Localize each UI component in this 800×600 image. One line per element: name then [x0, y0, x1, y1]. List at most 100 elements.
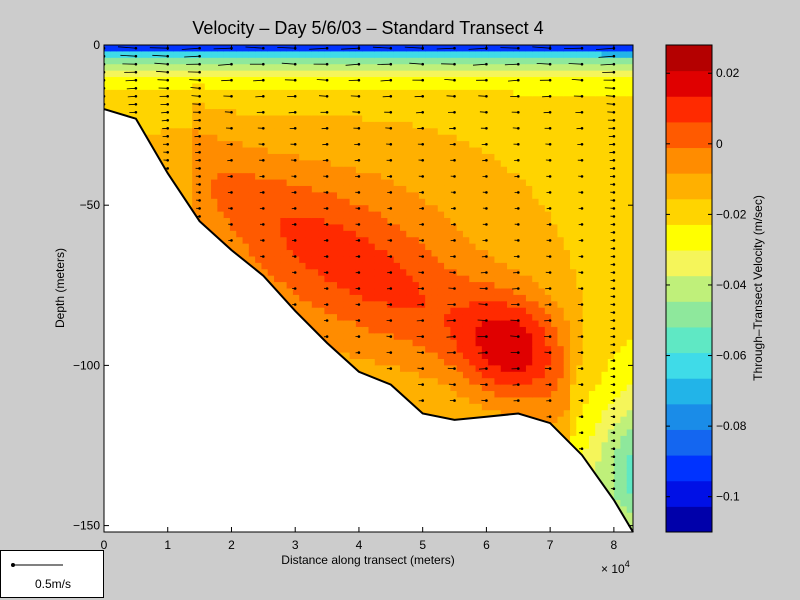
contour-cell	[387, 134, 395, 142]
contour-cell	[475, 339, 483, 347]
contour-cell	[494, 64, 502, 72]
contour-cell	[374, 262, 382, 270]
contour-cell	[450, 352, 458, 360]
contour-cell	[173, 102, 181, 110]
contour-cell	[425, 282, 433, 290]
contour-cell	[399, 109, 407, 117]
contour-cell	[475, 198, 483, 206]
contour-cell	[362, 307, 370, 315]
contour-cell	[374, 57, 382, 65]
contour-cell	[418, 147, 426, 155]
contour-cell	[393, 211, 401, 219]
contour-cell	[412, 45, 420, 53]
contour-cell	[450, 294, 458, 302]
contour-cell	[204, 192, 212, 200]
contour-cell	[362, 314, 370, 322]
contour-cell	[299, 64, 307, 72]
contour-cell	[507, 173, 514, 181]
contour-cell	[242, 147, 250, 155]
contour-cell	[494, 326, 502, 334]
contour-cell	[387, 70, 395, 78]
contour-cell	[141, 121, 149, 129]
contour-cell	[393, 288, 401, 296]
contour-cell	[280, 166, 288, 174]
contour-cell	[179, 77, 187, 85]
contour-cell	[488, 109, 496, 117]
contour-cell	[387, 179, 395, 187]
contour-cell	[349, 224, 357, 232]
contour-cell	[292, 115, 300, 123]
contour-cell	[248, 121, 256, 129]
contour-cell	[412, 115, 420, 123]
contour-cell	[330, 89, 338, 97]
contour-cell	[381, 102, 388, 110]
contour-cell	[513, 64, 521, 72]
contour-cell	[204, 109, 212, 117]
contour-cell	[387, 224, 395, 232]
contour-cell	[425, 192, 433, 200]
contour-cell	[343, 352, 351, 360]
contour-cell	[236, 115, 244, 123]
contour-cell	[299, 83, 307, 91]
contour-cell	[481, 224, 489, 232]
contour-cell	[387, 153, 395, 161]
contour-cell	[444, 160, 451, 168]
contour-cell	[431, 141, 439, 149]
contour-cell	[337, 45, 344, 53]
contour-cell	[469, 307, 477, 315]
contour-cell	[104, 83, 111, 91]
contour-cell	[456, 70, 464, 78]
contour-cell	[362, 301, 370, 309]
contour-cell	[154, 128, 162, 136]
contour-cell	[330, 109, 338, 117]
contour-cell	[507, 57, 514, 65]
contour-cell	[286, 70, 294, 78]
contour-cell	[318, 275, 326, 283]
contour-cell	[406, 57, 414, 65]
contour-cell	[456, 371, 464, 379]
contour-cell	[475, 57, 483, 65]
contour-cell	[349, 57, 357, 65]
contour-cell	[248, 173, 256, 181]
contour-cell	[393, 301, 401, 309]
contour-cell	[299, 77, 307, 85]
contour-cell	[355, 314, 363, 322]
contour-cell	[406, 121, 414, 129]
contour-cell	[475, 288, 483, 296]
contour-cell	[179, 134, 187, 142]
contour-cell	[418, 224, 426, 232]
contour-cell	[488, 211, 496, 219]
contour-cell	[500, 64, 508, 72]
contour-cell	[229, 83, 237, 91]
contour-cell	[324, 198, 332, 206]
contour-cell	[318, 250, 326, 258]
contour-cell	[204, 211, 212, 219]
contour-cell	[399, 314, 407, 322]
contour-cell	[248, 205, 256, 213]
contour-cell	[393, 173, 401, 181]
contour-cell	[248, 224, 256, 232]
contour-cell	[418, 179, 426, 187]
contour-cell	[513, 224, 521, 232]
contour-cell	[456, 147, 464, 155]
contour-cell	[475, 282, 483, 290]
contour-cell	[513, 218, 521, 226]
contour-cell	[488, 205, 496, 213]
contour-cell	[337, 89, 344, 97]
contour-cell	[267, 243, 275, 251]
contour-cell	[456, 397, 464, 405]
contour-cell	[299, 275, 307, 283]
contour-cell	[507, 64, 514, 72]
contour-cell	[116, 77, 124, 85]
contour-cell	[173, 147, 181, 155]
contour-cell	[368, 288, 376, 296]
contour-cell	[330, 269, 338, 277]
contour-cell	[406, 256, 414, 264]
contour-cell	[387, 294, 395, 302]
contour-cell	[387, 326, 395, 334]
contour-cell	[229, 128, 237, 136]
contour-cell	[500, 109, 508, 117]
contour-cell	[462, 218, 470, 226]
contour-cell	[450, 314, 458, 322]
contour-cell	[185, 173, 193, 181]
